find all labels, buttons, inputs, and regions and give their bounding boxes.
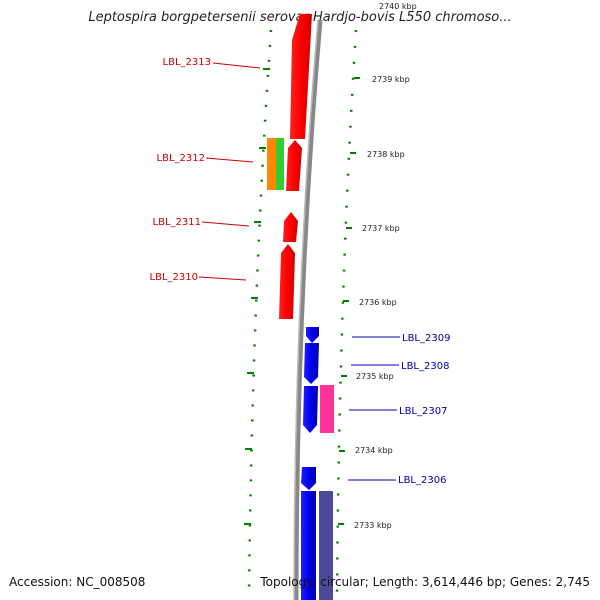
gene-lbl-2307[interactable] [303, 386, 318, 433]
label-lbl-2309[interactable]: LBL_2309 [402, 333, 450, 344]
accession-text: Accession: NC_008508 [9, 575, 146, 589]
scale-label-2735: 2735 kbp [356, 372, 394, 381]
forward-label-leaders [198, 62, 261, 281]
label-lbl-2310[interactable]: LBL_2310 [150, 272, 198, 283]
label-lbl-2312[interactable]: LBL_2312 [157, 153, 205, 164]
forward-gene-labels: LBL_2313 LBL_2312 LBL_2311 LBL_2310 [150, 57, 211, 283]
scale-label-2733: 2733 kbp [354, 521, 392, 530]
forward-genes [279, 14, 312, 319]
gene-lbl-2311[interactable] [283, 212, 298, 242]
scale-label-2739: 2739 kbp [372, 75, 410, 84]
scale-labels: 2740 kbp 2739 kbp 2738 kbp 2737 kbp 2736… [354, 2, 417, 530]
reverse-label-leaders [348, 336, 400, 481]
scale-label-2734: 2734 kbp [355, 446, 393, 455]
gene-lbl-2308[interactable] [304, 343, 319, 384]
gene-blue-partial[interactable] [301, 491, 316, 600]
chromosome-backbone [293, 19, 323, 600]
feature-magenta[interactable] [320, 385, 334, 433]
label-lbl-2306[interactable]: LBL_2306 [398, 475, 446, 486]
gc-content-outer-track [335, 29, 358, 599]
gene-lbl-2313[interactable] [290, 14, 312, 139]
gene-lbl-2309[interactable] [306, 327, 319, 343]
feature-navy[interactable] [319, 491, 333, 600]
gc-content-inner-track [247, 29, 273, 599]
label-lbl-2308[interactable]: LBL_2308 [401, 361, 449, 372]
scale-label-2740: 2740 kbp [379, 2, 417, 11]
scale-label-2736: 2736 kbp [359, 298, 397, 307]
misc-features [267, 138, 334, 600]
scale-label-2738: 2738 kbp [367, 150, 405, 159]
feature-green[interactable] [276, 138, 284, 190]
label-lbl-2313[interactable]: LBL_2313 [163, 57, 211, 68]
label-lbl-2311[interactable]: LBL_2311 [153, 217, 201, 228]
gene-lbl-2312[interactable] [286, 140, 302, 191]
reverse-gene-labels: LBL_2309 LBL_2308 LBL_2307 LBL_2306 [398, 333, 450, 486]
genome-summary-text: Topology: circular; Length: 3,614,446 bp… [260, 575, 590, 589]
gene-lbl-2306[interactable] [301, 467, 316, 490]
gene-lbl-2310[interactable] [279, 244, 295, 319]
gc-skew-marks [244, 68, 360, 525]
feature-orange[interactable] [267, 138, 276, 190]
label-lbl-2307[interactable]: LBL_2307 [399, 406, 447, 417]
scale-label-2737: 2737 kbp [362, 224, 400, 233]
reverse-genes [301, 327, 319, 600]
